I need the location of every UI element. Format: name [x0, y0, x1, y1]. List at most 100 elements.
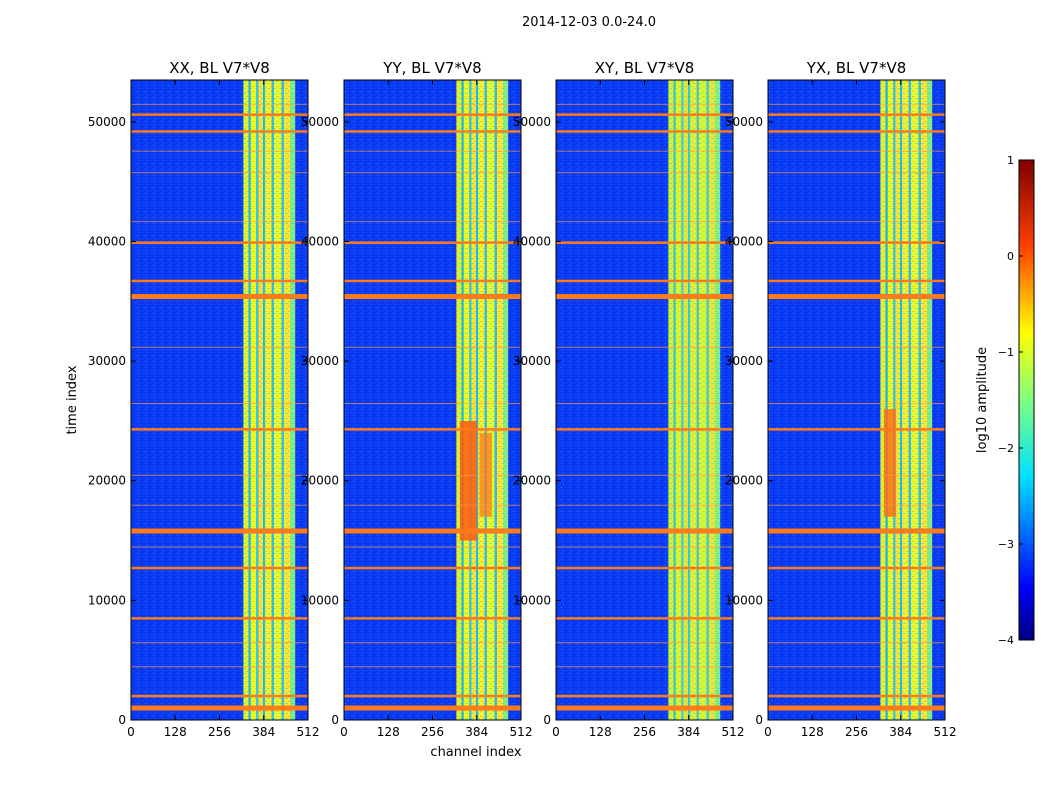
flag-row — [131, 428, 308, 431]
x-tick-label: 0 — [552, 725, 560, 739]
y-tick-label: 30000 — [513, 354, 551, 368]
flag-row — [344, 694, 521, 698]
x-tick-label: 0 — [127, 725, 135, 739]
y-tick-label: 50000 — [88, 115, 126, 129]
flag-row-faint — [768, 403, 945, 404]
flag-row-faint — [768, 642, 945, 644]
x-tick-label: 128 — [801, 725, 824, 739]
colorbar-tick-label: 1 — [1007, 154, 1014, 167]
flag-row-faint — [344, 103, 521, 105]
y-tick-label: 40000 — [725, 234, 763, 248]
flag-row-faint — [131, 474, 308, 476]
y-tick-label: 10000 — [513, 593, 551, 607]
y-tick-label: 0 — [543, 713, 551, 727]
flag-row — [344, 279, 521, 283]
flag-row-faint — [556, 103, 733, 105]
x-tick-label: 384 — [465, 725, 488, 739]
colorbar-gradient — [1018, 159, 1035, 641]
flag-row-faint — [131, 546, 308, 548]
heatmap-panel-4: YX, BL V7*V8 0 128 256 384 512 0 10000 20000 3000… — [725, 59, 957, 739]
x-tick-label: 0 — [340, 725, 348, 739]
colorbar-tick-label: −3 — [998, 538, 1014, 551]
x-tick-label: 512 — [510, 725, 533, 739]
y-tick-label: 10000 — [725, 593, 763, 607]
flag-row — [131, 113, 308, 116]
flag-row-faint — [768, 504, 945, 506]
y-tick-label: 50000 — [513, 115, 551, 129]
flag-row — [344, 528, 521, 534]
flag-row — [131, 694, 308, 698]
flag-row — [131, 617, 308, 620]
band-texture — [456, 80, 509, 720]
flag-row-faint — [556, 504, 733, 506]
x-tick-label: 256 — [845, 725, 868, 739]
x-tick-label: 256 — [421, 725, 444, 739]
flag-row — [344, 617, 521, 620]
panel-title: YX, BL V7*V8 — [806, 59, 907, 77]
flag-row — [556, 428, 733, 431]
y-tick-label: 0 — [755, 713, 763, 727]
flag-row-faint — [131, 346, 308, 348]
x-tick-label: 512 — [934, 725, 957, 739]
flag-row — [556, 130, 733, 133]
flag-row-faint — [556, 474, 733, 476]
flag-row — [768, 566, 945, 570]
y-tick-label: 40000 — [88, 234, 126, 248]
flag-row — [344, 705, 521, 711]
panel-title: XX, BL V7*V8 — [169, 59, 270, 77]
flag-row — [131, 279, 308, 283]
flag-row-faint — [131, 666, 308, 668]
flag-row-faint — [344, 642, 521, 644]
flag-row — [556, 279, 733, 283]
flag-row-faint — [768, 221, 945, 223]
flag-row-faint — [768, 474, 945, 476]
heatmap-panel-2: YY, BL V7*V8 0 128 256 384 512 0 10000 20000 3000… — [301, 59, 533, 739]
x-tick-label: 128 — [164, 725, 187, 739]
flag-row — [556, 694, 733, 698]
colorbar: 1 0 −1 −2 −3 −4 log10 amplitude — [975, 154, 1035, 647]
band-texture — [880, 80, 933, 720]
flag-row-faint — [344, 546, 521, 548]
flag-row-faint — [556, 666, 733, 668]
flag-row — [556, 294, 733, 299]
flag-row — [556, 241, 733, 244]
flag-row-faint — [768, 103, 945, 105]
flag-row-faint — [131, 504, 308, 506]
flag-row — [131, 130, 308, 133]
colorbar-tick-label: 0 — [1007, 250, 1014, 263]
flag-row-faint — [768, 546, 945, 548]
x-tick-label: 0 — [764, 725, 772, 739]
flag-row — [556, 528, 733, 534]
flag-row — [768, 528, 945, 534]
flag-row — [768, 279, 945, 283]
flag-row — [768, 113, 945, 116]
x-tick-label: 384 — [252, 725, 275, 739]
flag-row — [131, 528, 308, 534]
y-tick-label: 0 — [118, 713, 126, 727]
heatmap-panel-1: XX, BL V7*V8 0 128 256 384 512 0 10000 20000 3000… — [88, 59, 320, 739]
y-tick-label: 30000 — [301, 354, 339, 368]
colorbar-label: log10 amplitude — [975, 347, 990, 453]
flag-row-faint — [556, 346, 733, 348]
y-tick-label: 10000 — [301, 593, 339, 607]
flag-row-faint — [344, 474, 521, 476]
band-texture — [243, 80, 296, 720]
flag-row-faint — [344, 403, 521, 404]
flag-row-faint — [556, 221, 733, 223]
flag-row-faint — [131, 403, 308, 404]
x-tick-label: 128 — [377, 725, 400, 739]
panel-title: YY, BL V7*V8 — [382, 59, 481, 77]
y-tick-label: 20000 — [301, 474, 339, 488]
flag-row — [344, 113, 521, 116]
x-tick-label: 384 — [889, 725, 912, 739]
flag-row-faint — [768, 150, 945, 152]
x-axis-label: channel index — [430, 745, 521, 760]
band-tint — [668, 80, 721, 720]
flag-row — [131, 705, 308, 711]
flag-row — [768, 705, 945, 711]
flag-row-faint — [768, 666, 945, 668]
heatmap-panel-3: XY, BL V7*V8 0 128 256 384 512 0 10000 20000 3000… — [513, 59, 745, 739]
band-texture — [668, 80, 721, 720]
x-tick-label: 256 — [208, 725, 231, 739]
